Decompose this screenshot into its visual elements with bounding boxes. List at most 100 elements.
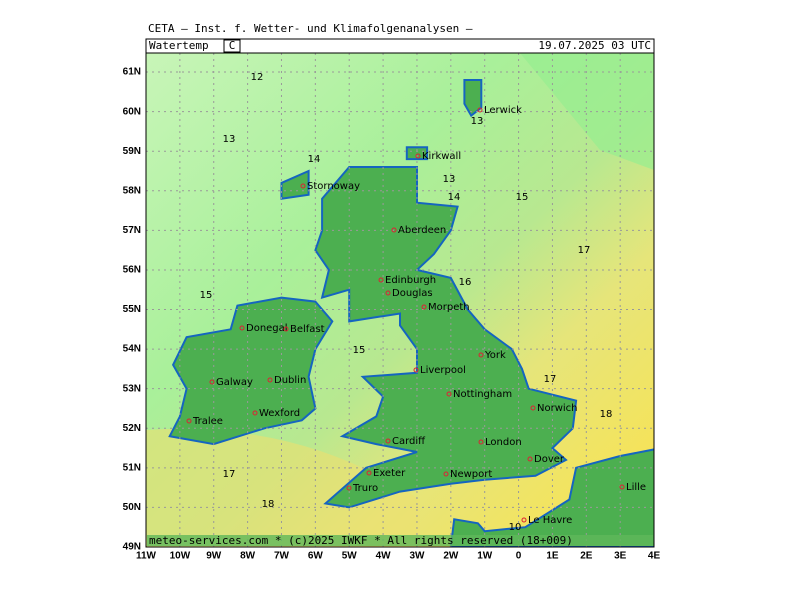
city-marker: [391, 227, 397, 233]
contour-label: 12: [251, 72, 264, 83]
lon-label: 0: [516, 551, 522, 562]
lat-label: 57N: [123, 225, 141, 236]
city-label: Kirkwall: [422, 151, 461, 162]
lon-label: 3W: [409, 551, 425, 562]
city-marker: [239, 325, 245, 331]
parameter: Watertemp: [149, 39, 209, 52]
contour-label: 18: [262, 499, 275, 510]
city-marker: [446, 391, 452, 397]
lat-label: 60N: [123, 106, 141, 117]
lat-label: 50N: [123, 502, 141, 513]
city-label: Stornoway: [307, 181, 360, 192]
city-marker: [413, 367, 419, 373]
city-label: Edinburgh: [385, 275, 436, 286]
city-label: Morpeth: [428, 302, 470, 313]
city-label: Norwich: [537, 403, 578, 414]
city-marker: [530, 405, 536, 411]
city-marker: [385, 290, 391, 296]
lat-label: 54N: [123, 344, 141, 355]
city-marker: [283, 326, 289, 332]
contour-label: 17: [223, 469, 236, 480]
city-label: Tralee: [192, 416, 223, 427]
lon-label: 8W: [240, 551, 256, 562]
city-label: Newport: [450, 469, 492, 480]
lon-label: 7W: [274, 551, 290, 562]
city-marker: [209, 379, 215, 385]
city-marker: [443, 471, 449, 477]
city-marker: [186, 418, 192, 424]
city-label: Wexford: [259, 408, 300, 419]
city-label: Dublin: [274, 375, 306, 386]
lat-label: 56N: [123, 265, 141, 276]
unit-box: [223, 39, 241, 53]
lon-label: 5W: [342, 551, 358, 562]
city-label: Douglas: [392, 288, 433, 299]
city-marker: [415, 153, 421, 159]
unit: C: [229, 39, 236, 52]
lon-label: 2E: [580, 551, 593, 562]
city-marker: [346, 485, 352, 491]
contour-label: 17: [544, 374, 557, 385]
contour-label: 10: [509, 522, 522, 533]
contour-label: 13: [443, 174, 456, 185]
city-label: Dover: [534, 454, 565, 465]
lon-label: 2W: [443, 551, 459, 562]
contour-label: 14: [448, 192, 461, 203]
city-marker: [527, 456, 533, 462]
footer-band: [147, 535, 653, 546]
contour-label: 17: [578, 245, 591, 256]
land-france: [449, 448, 654, 547]
header-title: CETA — Inst. f. Wetter- und Klimafolgena…: [148, 22, 473, 35]
city-marker: [478, 352, 484, 358]
lon-label: 1E: [546, 551, 559, 562]
city-marker: [421, 304, 427, 310]
lat-label: 59N: [123, 146, 141, 157]
lat-label: 61N: [123, 67, 141, 78]
lon-label: 4W: [376, 551, 392, 562]
lat-label: 51N: [123, 462, 141, 473]
map-area: [146, 53, 654, 547]
footer: meteo-services.com * (c)2025 IWKF * All …: [149, 534, 573, 547]
land-orkney: [405, 146, 429, 161]
land: [168, 79, 654, 547]
city-marker: [252, 410, 258, 416]
valid-time: 19.07.2025 03 UTC: [538, 39, 651, 52]
lat-label: 49N: [123, 542, 141, 553]
lat-label: 55N: [123, 304, 141, 315]
land-lewis: [280, 169, 310, 200]
city-label: Exeter: [373, 468, 406, 479]
contour-label: 14: [308, 154, 321, 165]
sea-cold-patch: [520, 53, 654, 170]
contour-label: 16: [459, 277, 472, 288]
city-label: Aberdeen: [398, 225, 446, 236]
contour-label: 15: [200, 290, 213, 301]
lon-label: 9W: [206, 551, 222, 562]
plot-frame: [145, 52, 655, 548]
city-marker: [378, 277, 384, 283]
city-label: Belfast: [290, 324, 325, 335]
city-label: Nottingham: [453, 389, 512, 400]
city-marker: [619, 484, 625, 490]
contour-label: 18: [600, 409, 613, 420]
sea-warm-patch: [146, 428, 420, 547]
lon-label: 1W: [477, 551, 493, 562]
contour-label: 13: [471, 116, 484, 127]
city-label: York: [484, 350, 506, 361]
city-label: Donegal: [246, 323, 288, 334]
city-label: Liverpool: [420, 365, 466, 376]
land-britain: [314, 166, 578, 509]
city-label: Lerwick: [484, 105, 522, 116]
city-marker: [267, 377, 273, 383]
lon-label: 4E: [648, 551, 661, 562]
lon-label: 6W: [308, 551, 324, 562]
city-marker: [366, 470, 372, 476]
grid: [146, 53, 654, 547]
city-label: Lille: [626, 482, 646, 493]
lon-label: 11W: [136, 551, 157, 562]
contour-label: 15: [353, 345, 366, 356]
city-marker: [477, 107, 483, 113]
lon-label: 3E: [614, 551, 627, 562]
city-label: Le Havre: [528, 515, 572, 526]
city-label: Cardiff: [392, 436, 426, 447]
